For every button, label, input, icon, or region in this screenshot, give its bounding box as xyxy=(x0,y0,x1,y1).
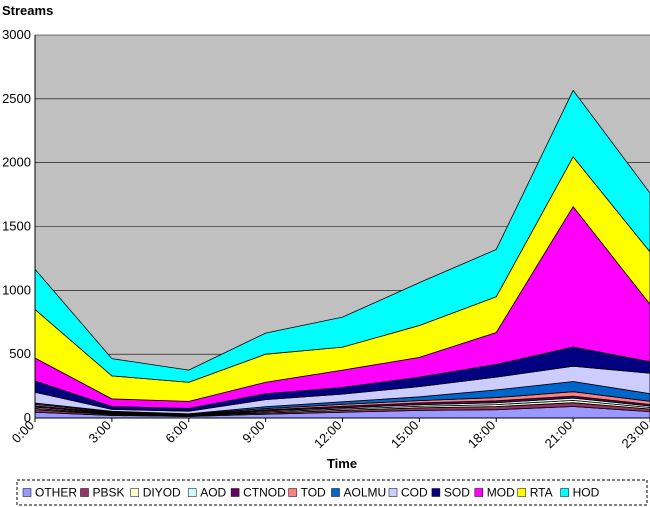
y-axis-title: Streams xyxy=(2,3,53,18)
legend-label-aod: AOD xyxy=(200,486,226,500)
legend-swatch-tod xyxy=(288,488,297,497)
legend-label-rta: RTA xyxy=(530,486,553,500)
x-tick-labels: 0:00 3:00 6:00 9:00 12:00 15:00 18:00 21:00 23:0… xyxy=(9,418,650,452)
x-tick-label: 9:00 xyxy=(239,418,268,447)
y-tick-label: 1000 xyxy=(2,282,31,297)
x-axis-title: Time xyxy=(327,456,357,471)
legend-label-hod: HOD xyxy=(573,486,600,500)
x-tick-label: 15:00 xyxy=(388,418,422,452)
y-tick-label: 1500 xyxy=(2,219,31,234)
y-tick-label: 2500 xyxy=(2,91,31,106)
legend-swatch-rta xyxy=(517,488,526,497)
legend-swatch-hod xyxy=(560,488,569,497)
y-tick-label: 0 xyxy=(24,410,31,425)
series-areas xyxy=(34,90,650,419)
x-tick-label: 21:00 xyxy=(542,418,576,452)
x-tick-label: 23:00 xyxy=(619,418,650,452)
legend-label-pbsk: PBSK xyxy=(93,486,125,500)
y-tick-label: 3000 xyxy=(2,27,31,42)
legend-label-ctnod: CTNOD xyxy=(243,486,286,500)
legend: OTHER PBSK DIYOD AOD CTNOD TOD AOLMU COD SOD MOD R… xyxy=(16,479,648,506)
legend-swatch-pbsk xyxy=(80,488,89,497)
legend-label-mod: MOD xyxy=(487,486,515,500)
x-tick-label: 12:00 xyxy=(311,418,345,452)
y-tick-label: 500 xyxy=(9,346,31,361)
legend-label-cod: COD xyxy=(401,486,428,500)
x-tick-label: 0:00 xyxy=(9,418,38,447)
legend-swatch-other xyxy=(22,488,32,497)
legend-swatch-mod xyxy=(474,488,484,497)
y-tick-labels: 0 500 1000 1500 2000 2500 3000 xyxy=(2,27,31,425)
legend-label-diyod: DIYOD xyxy=(143,486,181,500)
legend-swatch-cod xyxy=(388,488,398,497)
x-tick-label: 18:00 xyxy=(465,418,499,452)
legend-swatch-aolmu xyxy=(331,488,340,497)
legend-swatch-diyod xyxy=(130,488,139,497)
x-tick-label: 3:00 xyxy=(85,418,114,447)
legend-label-sod: SOD xyxy=(444,486,470,500)
legend-label-other: OTHER xyxy=(35,486,77,500)
legend-label-aolmu: AOLMU xyxy=(344,486,387,500)
area-hod xyxy=(34,90,650,383)
legend-swatch-aod xyxy=(187,488,197,497)
y-tick-label: 2000 xyxy=(2,155,31,170)
legend-swatch-ctnod xyxy=(230,488,240,497)
legend-label-tod: TOD xyxy=(301,486,326,500)
legend-swatch-sod xyxy=(431,488,441,497)
axes xyxy=(34,35,650,422)
x-tick-label: 6:00 xyxy=(162,418,191,447)
